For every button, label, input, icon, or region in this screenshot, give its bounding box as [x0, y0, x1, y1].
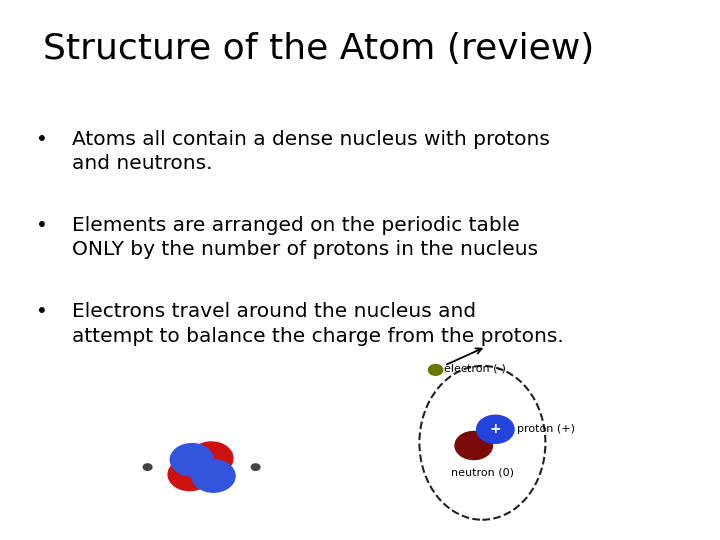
Text: •: • — [36, 216, 48, 235]
Text: neutron (0): neutron (0) — [451, 468, 514, 477]
Text: electron (-): electron (-) — [444, 363, 506, 373]
Circle shape — [455, 431, 492, 460]
Text: Atoms all contain a dense nucleus with protons
and neutrons.: Atoms all contain a dense nucleus with p… — [72, 130, 550, 173]
Text: Elements are arranged on the periodic table
ONLY by the number of protons in the: Elements are arranged on the periodic ta… — [72, 216, 538, 259]
Circle shape — [251, 464, 260, 470]
Circle shape — [168, 458, 212, 490]
Text: •: • — [36, 302, 48, 321]
Text: +: + — [490, 422, 501, 436]
Circle shape — [143, 464, 152, 470]
Text: •: • — [36, 130, 48, 148]
Text: proton (+): proton (+) — [517, 424, 575, 434]
Circle shape — [190, 442, 233, 474]
Circle shape — [477, 415, 514, 443]
Circle shape — [171, 443, 214, 476]
Text: Structure of the Atom (review): Structure of the Atom (review) — [43, 32, 595, 66]
Text: Electrons travel around the nucleus and
attempt to balance the charge from the p: Electrons travel around the nucleus and … — [72, 302, 564, 346]
Circle shape — [192, 460, 235, 492]
Circle shape — [428, 364, 443, 375]
